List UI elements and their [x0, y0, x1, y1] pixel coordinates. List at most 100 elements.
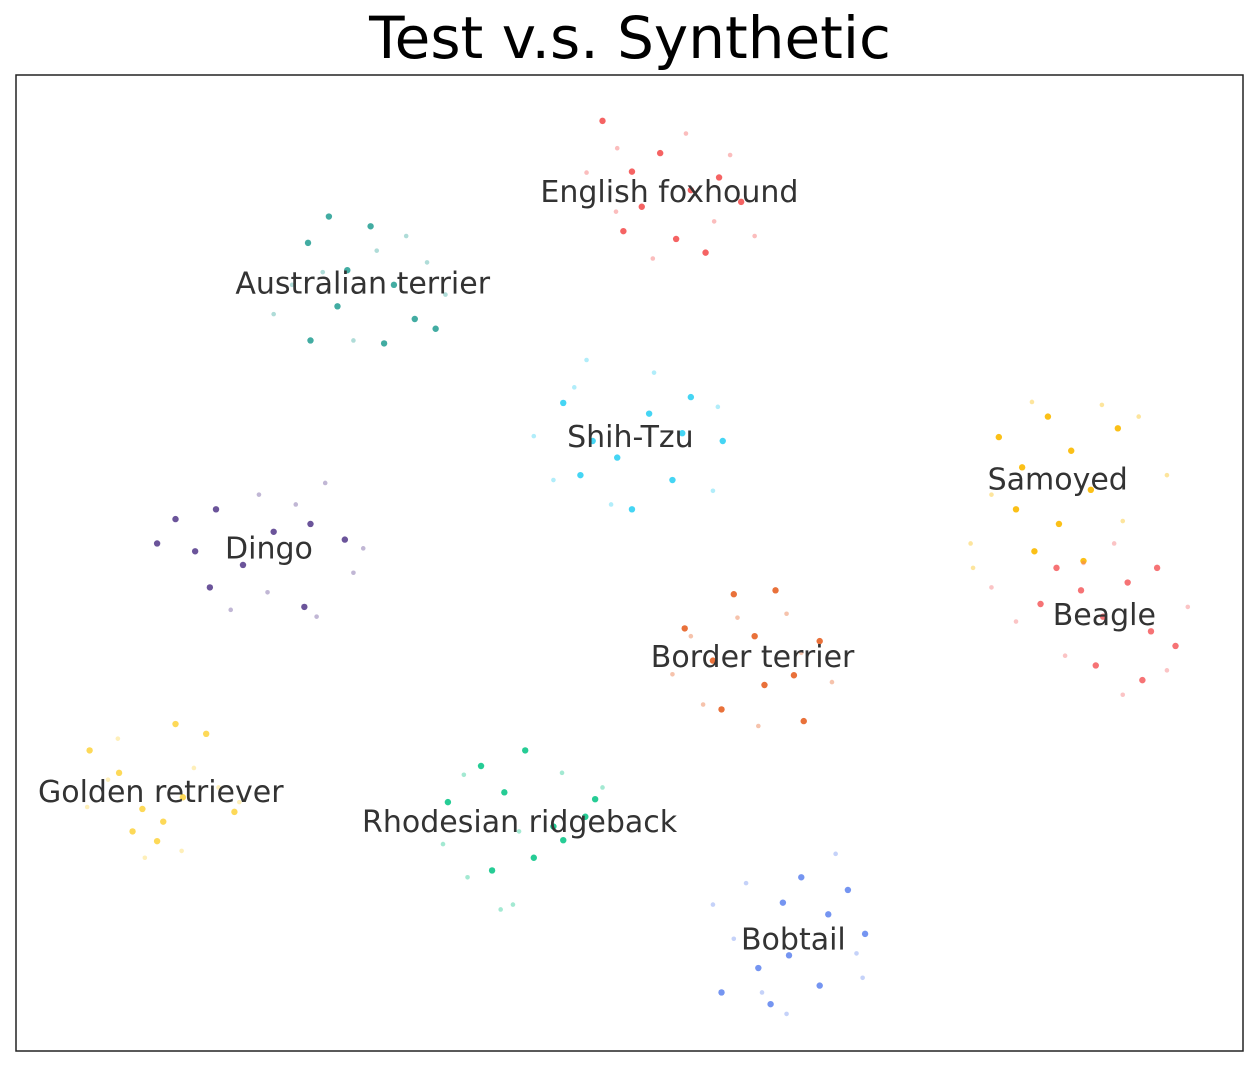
test-point [367, 223, 374, 230]
test-point [411, 315, 418, 323]
synthetic-point [1164, 668, 1170, 673]
synthetic-point [614, 145, 620, 151]
test-point [620, 227, 627, 235]
synthetic-point [784, 1011, 789, 1017]
synthetic-point [461, 772, 467, 778]
synthetic-point [271, 311, 276, 317]
synthetic-point [516, 829, 522, 834]
test-point [816, 982, 823, 989]
synthetic-point [727, 152, 733, 158]
synthetic-point [1120, 518, 1126, 524]
synthetic-point [571, 385, 577, 390]
synthetic-point [584, 170, 589, 175]
synthetic-point [551, 477, 556, 483]
synthetic-point [559, 770, 565, 776]
synthetic-point [1062, 653, 1068, 659]
test-point [645, 410, 653, 417]
test-point [304, 239, 312, 247]
cluster-label: Beagle [1053, 598, 1156, 633]
test-point [687, 186, 695, 194]
synthetic-point [710, 902, 716, 907]
synthetic-point [600, 785, 605, 790]
test-point [1012, 506, 1020, 513]
test-point [115, 769, 123, 777]
test-point [488, 867, 496, 874]
test-point [1124, 579, 1131, 586]
test-point [160, 818, 167, 825]
test-point [1080, 557, 1087, 565]
test-point [730, 591, 737, 598]
test-point [1114, 425, 1122, 432]
test-point [344, 267, 351, 274]
cluster-label: Border terrier [651, 640, 855, 675]
synthetic-point [265, 589, 270, 595]
synthetic-point [256, 492, 262, 497]
test-point [1139, 676, 1146, 684]
synthetic-point [833, 851, 838, 857]
test-point [530, 854, 537, 861]
test-point [212, 506, 220, 513]
synthetic-point [498, 907, 503, 912]
test-point [172, 720, 179, 728]
test-point [1153, 564, 1161, 572]
synthetic-point [854, 951, 859, 956]
test-point [191, 548, 199, 555]
test-point [681, 625, 688, 632]
synthetic-point [989, 492, 994, 497]
synthetic-point [440, 841, 446, 847]
test-point [861, 930, 869, 938]
test-point [582, 813, 589, 820]
synthetic-point [650, 256, 656, 261]
test-point [477, 762, 485, 770]
test-point [139, 805, 146, 813]
synthetic-point [1185, 604, 1191, 610]
synthetic-point [531, 433, 537, 439]
synthetic-point [237, 799, 242, 805]
synthetic-point [142, 855, 148, 861]
test-point [129, 828, 136, 835]
test-point [1092, 662, 1099, 669]
cluster-label: Samoyed [988, 463, 1128, 498]
synthetic-point [584, 357, 589, 363]
test-point [307, 337, 314, 344]
test-point [432, 325, 439, 332]
synthetic-point [105, 777, 111, 782]
synthetic-point [743, 880, 749, 886]
synthetic-point [784, 611, 789, 617]
synthetic-point [970, 565, 976, 571]
synthetic-point [731, 936, 737, 942]
test-point [86, 747, 93, 754]
test-point [270, 528, 277, 535]
test-point [172, 515, 179, 523]
test-point [702, 249, 709, 256]
test-point [550, 823, 557, 830]
test-point [825, 911, 832, 918]
cluster-label: Shih-Tzu [567, 420, 694, 455]
synthetic-point [293, 502, 299, 507]
test-point [1087, 486, 1095, 493]
test-point [715, 174, 723, 181]
synthetic-point [510, 902, 516, 907]
synthetic-point [351, 338, 356, 343]
test-point [1055, 520, 1063, 528]
synthetic-point [651, 370, 657, 375]
chart-title: Test v.s. Synthetic [368, 4, 891, 72]
synthetic-point [403, 233, 409, 239]
test-point [1172, 642, 1179, 650]
synthetic-point [320, 269, 326, 275]
synthetic-point [1081, 560, 1086, 566]
synthetic-point [1013, 619, 1019, 624]
test-point [687, 393, 695, 401]
test-point [577, 471, 584, 479]
test-point [1018, 464, 1026, 471]
test-point [628, 506, 636, 513]
synthetic-point [191, 765, 197, 771]
synthetic-point [759, 990, 765, 995]
test-point [669, 476, 676, 484]
test-point [153, 540, 161, 547]
synthetic-point [179, 848, 184, 854]
test-point [1044, 413, 1052, 420]
test-point [206, 584, 214, 591]
